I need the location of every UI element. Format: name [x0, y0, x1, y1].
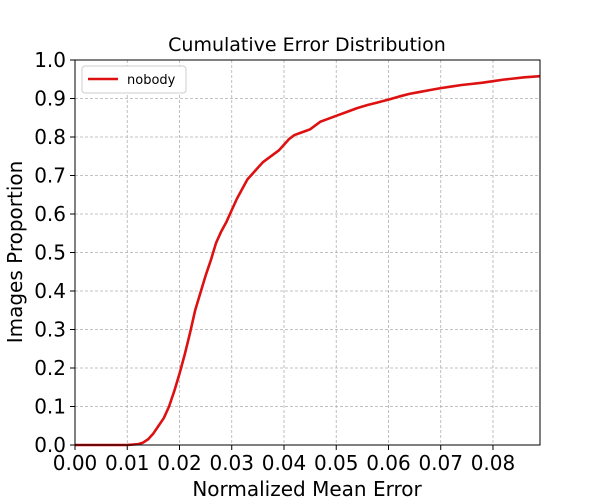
y-tick-label: 1.0 — [34, 48, 66, 72]
chart-title: Cumulative Error Distribution — [168, 34, 446, 56]
x-tick-label: 0.00 — [53, 451, 98, 475]
y-tick-label: 0.8 — [34, 125, 66, 149]
x-tick-label: 0.01 — [105, 451, 150, 475]
y-tick-label: 0.9 — [34, 87, 66, 111]
x-tick-label: 0.06 — [366, 451, 411, 475]
y-tick-label: 0.6 — [34, 202, 66, 226]
x-tick-label: 0.04 — [262, 451, 307, 475]
y-tick-label: 0.1 — [34, 395, 66, 419]
x-tick-label: 0.02 — [157, 451, 202, 475]
y-axis-title: Images Proportion — [3, 161, 27, 344]
x-axis-title: Normalized Mean Error — [192, 477, 422, 500]
x-tick-label: 0.03 — [209, 451, 254, 475]
legend-label-nobody: nobody — [127, 73, 176, 88]
y-tick-label: 0.3 — [34, 318, 66, 342]
x-tick-label: 0.07 — [418, 451, 463, 475]
legend-box — [81, 65, 187, 94]
series-line-nobody — [75, 74, 541, 447]
y-tick-label: 0.0 — [34, 433, 66, 457]
y-tick-label: 0.7 — [34, 164, 66, 188]
ticks: 0.00 0.01 0.02 0.03 0.04 0.05 0.06 0.07 0.08 0.0 0… — [34, 48, 515, 475]
x-tick-label: 0.08 — [471, 451, 516, 475]
legend: nobody — [81, 65, 187, 94]
x-tick-label: 0.05 — [314, 451, 359, 475]
y-tick-label: 0.4 — [34, 279, 66, 303]
grid-lines — [74, 59, 540, 446]
y-tick-label: 0.5 — [34, 241, 66, 265]
y-tick-label: 0.2 — [34, 356, 66, 380]
series-layer — [75, 74, 541, 447]
